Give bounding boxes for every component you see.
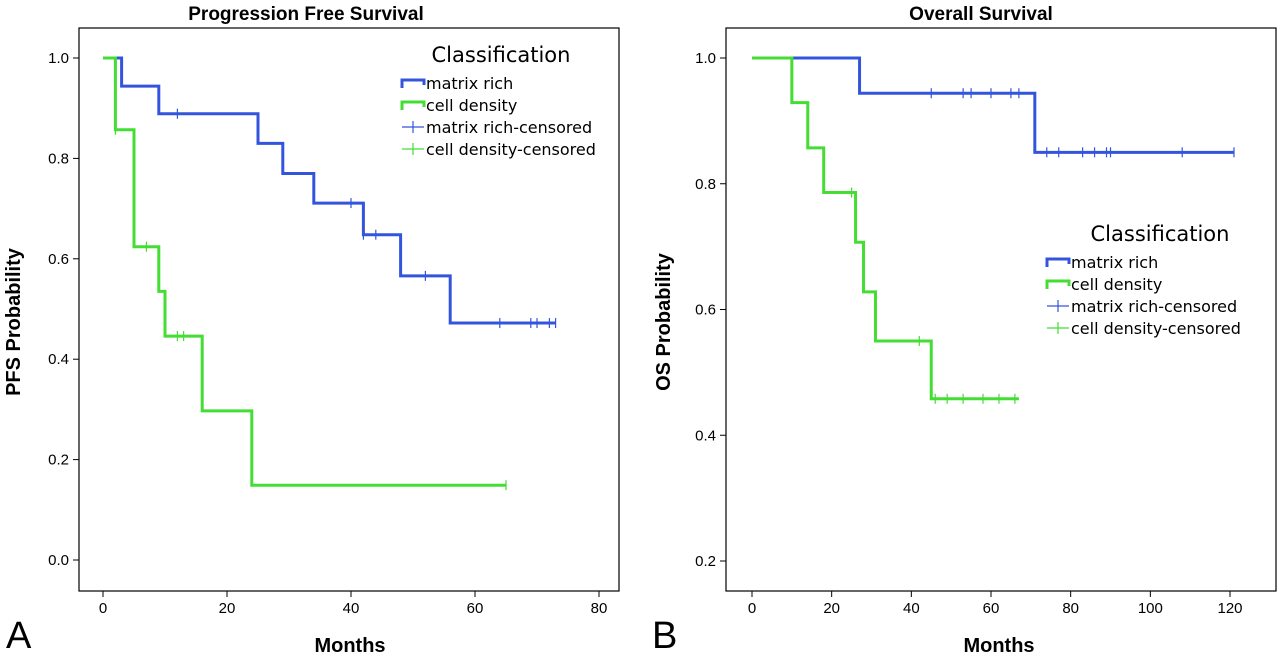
survival-curve-matrix-rich	[103, 56, 556, 325]
panel-a-pfs: Progression Free Survival Months PFS Pro…	[3, 4, 620, 657]
legend-entry: matrix rich-censored	[426, 118, 592, 137]
axes: 0 20 40 60 80 0.0 0.2 0.4 0.6 0.8 1.0	[48, 50, 607, 617]
y-tick-label: 0.6	[695, 302, 716, 319]
legend-entry: cell density-censored	[426, 140, 596, 159]
y-axis-label: PFS Probability	[3, 247, 25, 396]
survival-curve-cell-density	[752, 56, 1019, 401]
x-tick-label: 60	[983, 600, 1000, 617]
plot-frame	[78, 27, 620, 592]
chart-title: Progression Free Survival	[188, 4, 424, 25]
legend-swatch	[1045, 257, 1071, 267]
survival-curves	[103, 56, 556, 487]
legend-title: Classification	[432, 43, 571, 67]
chart-title: Overall Survival	[909, 4, 1053, 25]
x-tick-label: 60	[467, 600, 484, 617]
y-axis-label: OS Probability	[653, 252, 675, 391]
legend-entry: cell density-censored	[1071, 319, 1241, 338]
legend-swatch	[400, 78, 426, 88]
y-tick-label: 1.0	[48, 50, 69, 67]
legend-entry: cell density	[426, 96, 517, 115]
legend-entry: matrix rich	[426, 74, 513, 93]
survival-curves	[752, 56, 1234, 401]
x-tick-label: 20	[823, 600, 840, 617]
x-tick-label: 120	[1217, 600, 1242, 617]
x-tick-label: 100	[1138, 600, 1163, 617]
y-tick-label: 0.4	[48, 351, 69, 368]
legend-entry: cell density	[1071, 275, 1162, 294]
survival-curve-cell-density	[103, 56, 506, 487]
axes: 0 20 40 60 80 100 120 0.2 0.4 0.6 0.8 1.0	[695, 50, 1242, 617]
x-tick-label: 0	[99, 600, 107, 617]
panel-b-os: Overall Survival Months OS Probability B…	[652, 4, 1277, 657]
y-tick-label: 1.0	[695, 50, 716, 67]
censor-marks	[850, 88, 1235, 404]
legend-swatch	[400, 100, 426, 110]
legend-entry: matrix rich-censored	[1071, 297, 1237, 316]
x-tick-label: 40	[903, 600, 920, 617]
y-tick-label: 0.4	[695, 427, 716, 444]
y-tick-label: 0.8	[695, 176, 716, 193]
x-tick-label: 20	[219, 600, 236, 617]
y-tick-label: 0.8	[48, 150, 69, 167]
legend: Classification matrix rich cell density mat…	[400, 43, 596, 159]
y-tick-label: 0.0	[48, 552, 69, 569]
panel-letter: B	[652, 615, 677, 657]
x-axis-label: Months	[314, 635, 385, 657]
legend: Classification matrix rich cell density mat…	[1045, 222, 1241, 338]
x-axis-label: Months	[963, 635, 1034, 657]
legend-entry: matrix rich	[1071, 253, 1158, 272]
survival-curve-matrix-rich	[752, 56, 1234, 154]
x-tick-label: 40	[343, 600, 360, 617]
x-tick-label: 0	[748, 600, 756, 617]
x-tick-label: 80	[1062, 600, 1079, 617]
censor-marks	[114, 108, 557, 491]
y-tick-label: 0.2	[48, 452, 69, 469]
y-tick-label: 0.2	[695, 553, 716, 570]
y-tick-label: 0.6	[48, 251, 69, 268]
x-tick-label: 80	[591, 600, 608, 617]
legend-title: Classification	[1091, 222, 1230, 246]
legend-swatch	[1045, 279, 1071, 289]
panel-letter: A	[6, 615, 32, 657]
